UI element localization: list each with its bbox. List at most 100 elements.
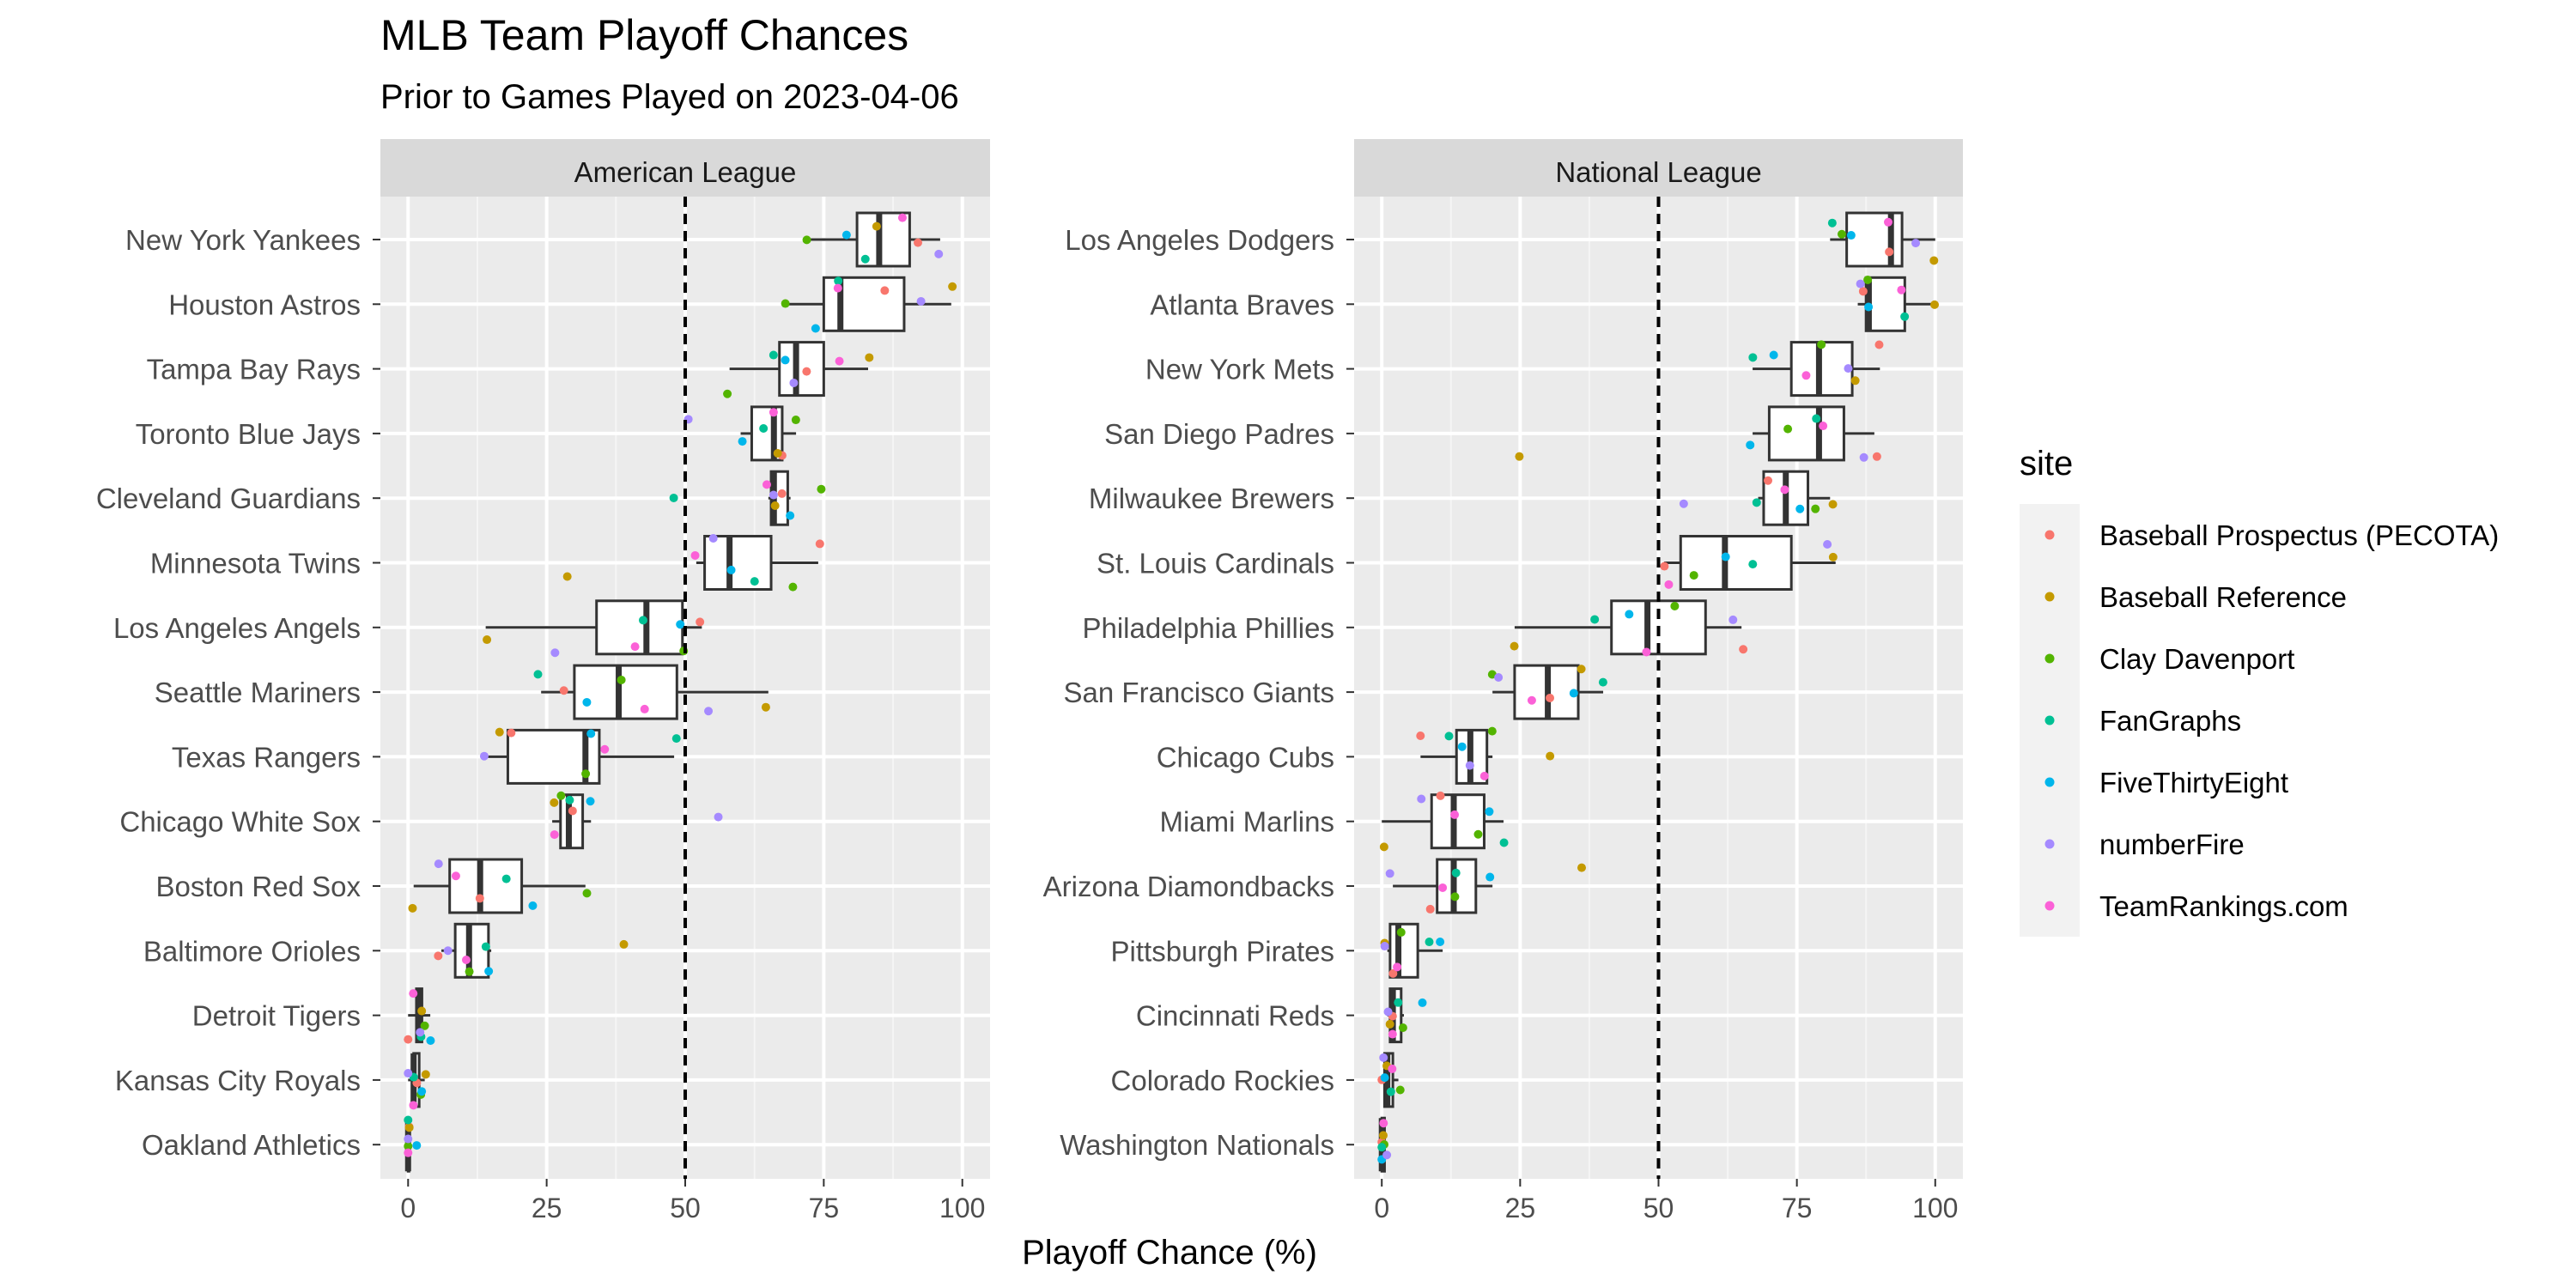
point-boston-red-sox-numberfire [434, 859, 443, 869]
boxplot-atlanta-braves [1856, 275, 1940, 332]
facet-strip-american-league [380, 139, 990, 197]
point-new-york-mets-fangraphs [1748, 353, 1758, 362]
point-philadelphia-phillies-baseball-prospectus-pecota [1739, 645, 1748, 654]
point-chicago-white-sox-fangraphs [565, 795, 574, 804]
point-oakland-athletics-teamrankings-com [404, 1148, 413, 1157]
x-tick-label: 25 [1505, 1193, 1536, 1223]
point-milwaukee-brewers-clay-davenport [1811, 504, 1820, 513]
point-milwaukee-brewers-baseball-prospectus-pecota [1764, 476, 1773, 485]
boxplot-new-york-yankees [802, 211, 944, 268]
point-san-diego-padres-fangraphs [1812, 414, 1821, 423]
team-label-philadelphia-phillies: Philadelphia Phillies [1082, 612, 1334, 644]
point-cincinnati-reds-baseball-reference [1385, 1019, 1394, 1029]
point-los-angeles-angels-teamrankings-com [630, 642, 640, 652]
team-label-san-francisco-giants: San Francisco Giants [1064, 677, 1334, 708]
point-san-diego-padres-teamrankings-com [1819, 422, 1828, 431]
point-texas-rangers-baseball-reference [495, 727, 504, 737]
point-st-louis-cardinals-numberfire [1823, 539, 1832, 549]
point-pittsburgh-pirates-fangraphs [1425, 938, 1434, 947]
point-kansas-city-royals-numberfire [404, 1069, 413, 1078]
point-atlanta-braves-teamrankings-com [1897, 285, 1906, 294]
point-atlanta-braves-baseball-reference [1930, 300, 1940, 309]
point-baltimore-orioles-fangraphs [481, 942, 490, 951]
boxplot-arizona-diamondbacks [1385, 858, 1587, 914]
point-milwaukee-brewers-fangraphs [1752, 498, 1761, 507]
point-cincinnati-reds-clay-davenport [1398, 1023, 1407, 1032]
x-tick-label: 100 [1912, 1193, 1958, 1223]
point-arizona-diamondbacks-fivethirtyeight [1485, 872, 1495, 882]
facet-label-national-league: National League [1555, 156, 1761, 188]
team-label-st-louis-cardinals: St. Louis Cardinals [1097, 548, 1334, 580]
point-texas-rangers-teamrankings-com [600, 744, 610, 754]
boxplot-miami-marlins [1379, 791, 1509, 852]
legend-label: FiveThirtyEight [2099, 767, 2288, 798]
point-los-angeles-angels-baseball-reference [483, 635, 492, 645]
point-miami-marlins-baseball-prospectus-pecota [1436, 791, 1445, 800]
point-new-york-mets-baseball-prospectus-pecota [1874, 340, 1884, 349]
point-pittsburgh-pirates-clay-davenport [1396, 927, 1406, 937]
legend-swatch [2044, 592, 2055, 602]
x-tick-label: 50 [1643, 1193, 1674, 1223]
boxplot-san-francisco-giants [1487, 664, 1607, 720]
x-tick-label: 0 [400, 1193, 416, 1223]
point-detroit-tigers-clay-davenport [420, 1021, 429, 1030]
point-baltimore-orioles-baseball-prospectus-pecota [434, 951, 443, 961]
boxplot-detroit-tigers [404, 987, 435, 1045]
point-miami-marlins-baseball-reference [1379, 842, 1388, 852]
point-minnesota-twins-clay-davenport [788, 582, 798, 592]
point-seattle-mariners-baseball-prospectus-pecota [559, 686, 568, 695]
point-pittsburgh-pirates-baseball-prospectus-pecota [1388, 968, 1398, 978]
point-kansas-city-royals-baseball-reference [421, 1070, 430, 1079]
point-st-louis-cardinals-fangraphs [1748, 560, 1758, 569]
boxplot-st-louis-cardinals [1660, 535, 1838, 591]
point-los-angeles-dodgers-clay-davenport [1837, 229, 1846, 239]
legend-label: Baseball Prospectus (PECOTA) [2099, 519, 2499, 551]
point-arizona-diamondbacks-baseball-prospectus-pecota [1425, 904, 1435, 914]
point-chicago-white-sox-baseball-prospectus-pecota [568, 806, 577, 816]
point-san-diego-padres-numberfire [1859, 452, 1868, 462]
point-colorado-rockies-numberfire [1379, 1053, 1388, 1062]
legend-swatch [2044, 653, 2055, 664]
box [1767, 405, 1845, 462]
point-chicago-white-sox-numberfire [714, 812, 723, 822]
legend-swatch [2044, 530, 2055, 540]
boxplot-seattle-mariners [533, 664, 770, 720]
point-minnesota-twins-teamrankings-com [690, 550, 700, 560]
point-st-louis-cardinals-baseball-prospectus-pecota [1660, 562, 1669, 571]
point-washington-nationals-teamrankings-com [1379, 1119, 1388, 1128]
legend-item-teamrankings-com: TeamRankings.com [2044, 890, 2348, 922]
team-label-cleveland-guardians: Cleveland Guardians [96, 483, 361, 514]
point-cleveland-guardians-baseball-reference [770, 501, 780, 511]
point-san-francisco-giants-baseball-reference [1577, 665, 1586, 674]
boxplot-san-diego-padres [1515, 405, 1881, 462]
point-texas-rangers-clay-davenport [581, 769, 591, 779]
point-boston-red-sox-fangraphs [501, 874, 511, 883]
point-milwaukee-brewers-fivethirtyeight [1795, 504, 1805, 513]
point-minnesota-twins-baseball-reference [562, 572, 572, 581]
point-arizona-diamondbacks-clay-davenport [1450, 892, 1460, 902]
boxplot-baltimore-orioles [434, 922, 629, 979]
point-toronto-blue-jays-baseball-reference [773, 448, 782, 458]
point-minnesota-twins-fivethirtyeight [726, 565, 736, 574]
team-label-houston-astros: Houston Astros [168, 288, 361, 320]
point-milwaukee-brewers-numberfire [1679, 499, 1688, 508]
point-houston-astros-baseball-prospectus-pecota [880, 286, 890, 295]
point-colorado-rockies-teamrankings-com [1388, 1064, 1397, 1073]
point-oakland-athletics-fivethirtyeight [412, 1141, 422, 1150]
point-san-francisco-giants-teamrankings-com [1527, 695, 1536, 705]
point-philadelphia-phillies-numberfire [1728, 615, 1738, 624]
point-minnesota-twins-baseball-prospectus-pecota [815, 539, 824, 549]
boxplot-chicago-cubs [1416, 726, 1555, 785]
point-boston-red-sox-baseball-prospectus-pecota [475, 894, 484, 903]
point-new-york-mets-numberfire [1844, 364, 1853, 373]
box [703, 535, 773, 591]
point-new-york-mets-fivethirtyeight [1769, 350, 1778, 360]
point-chicago-white-sox-clay-davenport [556, 791, 566, 800]
point-atlanta-braves-fivethirtyeight [1864, 302, 1874, 312]
team-label-toronto-blue-jays: Toronto Blue Jays [136, 418, 361, 450]
point-detroit-tigers-fivethirtyeight [426, 1035, 435, 1045]
point-chicago-cubs-teamrankings-com [1479, 771, 1489, 780]
point-chicago-cubs-fangraphs [1444, 732, 1454, 741]
point-cleveland-guardians-numberfire [769, 490, 778, 500]
point-philadelphia-phillies-fivethirtyeight [1625, 610, 1634, 619]
